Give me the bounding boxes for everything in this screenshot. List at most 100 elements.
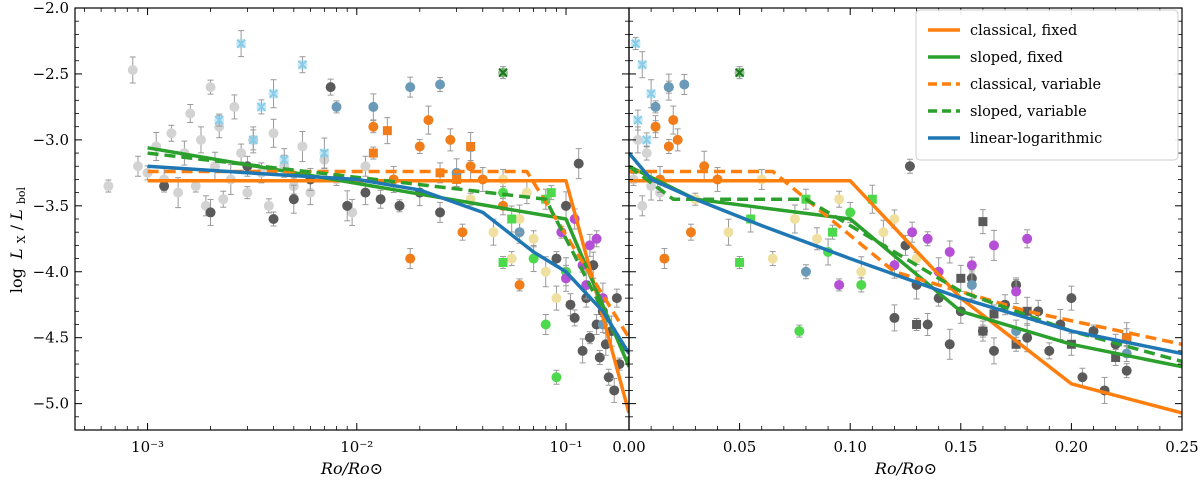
left-point-dark-gray-1 [205, 198, 216, 226]
legend-box [915, 9, 1179, 161]
left-point-orange-5-marker [445, 134, 456, 145]
right-point-khaki-8-marker [878, 227, 889, 238]
right-point-purple-5 [944, 240, 955, 264]
left-point-bright-green-3 [551, 369, 562, 385]
left-plot-area [103, 30, 629, 414]
right-point-orange-6 [685, 223, 696, 241]
right-point-orange-4-marker [668, 115, 679, 126]
left-point-blue-gray-2-marker [405, 82, 416, 93]
left-point-blue-gray-3-marker [435, 79, 446, 90]
right-point-dark-gray-squares-2 [978, 320, 988, 342]
right-point-purple-2-marker [907, 227, 918, 238]
left-point-light-gray-6 [166, 124, 177, 142]
left-point-khaki-4-marker [514, 214, 525, 224]
right-point-green-squares-4-marker [867, 194, 877, 204]
left-point-dark-gray-18 [577, 338, 588, 364]
right-point-dark-gray-18 [1066, 285, 1077, 311]
left-point-dark-gray-4 [288, 184, 299, 214]
left-point-light-gray-11 [195, 126, 206, 154]
right-point-purple-3 [922, 231, 933, 247]
right-xtick-0-15-label: 0.15 [944, 438, 977, 456]
right-point-orange-0 [650, 120, 661, 134]
left-point-light-gray-13-marker [205, 82, 216, 93]
right-point-purple-5-marker [944, 246, 955, 257]
right-line-classical-fixed [629, 179, 1182, 415]
left-point-light-gray-0 [103, 179, 114, 193]
left-point-light-gray-24 [268, 118, 279, 148]
right-point-khaki-8 [878, 219, 889, 245]
right-point-orange-5 [672, 128, 683, 152]
right-xtick-0-25-label: 0.25 [1165, 438, 1198, 456]
right-point-light-blue-3-marker [641, 135, 652, 145]
right-line-classical-variable [629, 169, 1182, 347]
left-ytick-3-0-label: −3.0 [33, 131, 69, 149]
left-point-bright-green-3-marker [551, 372, 562, 383]
left-point-light-blue-7 [319, 137, 330, 169]
right-point-dark-gray-squares-8-marker [978, 217, 988, 227]
left-point-light-gray-14 [209, 151, 220, 181]
right-point-bright-green-3-marker [856, 279, 867, 290]
left-point-khaki-1-marker [488, 227, 499, 238]
left-point-dark-gray-15-marker [565, 299, 576, 310]
left-point-dark-green-0 [498, 66, 509, 80]
right-plot-area [629, 37, 1182, 415]
right-point-purple-8 [1011, 279, 1022, 305]
right-point-purple-7-marker [988, 240, 999, 251]
y-axis-label: log L X / L bol [7, 186, 29, 293]
right-point-green-squares-1-marker [746, 214, 756, 224]
left-point-orange-5 [445, 128, 456, 152]
left-point-green-squares-3-marker [546, 188, 556, 198]
left-point-light-gray-19 [236, 143, 247, 163]
right-point-khaki-4 [789, 204, 800, 234]
left-point-light-gray-2-marker [132, 161, 143, 172]
right-axes: 0.00 0.05 0.10 0.15 0.20 0.25 [612, 7, 1199, 456]
left-point-orange-0-marker [368, 121, 379, 132]
right-point-bright-green-0 [794, 324, 805, 338]
left-point-khaki-3 [506, 251, 517, 267]
left-xtick-10-label: 10⁻³ [131, 438, 164, 456]
left-point-green-squares-0 [498, 256, 508, 270]
right-point-orange-4 [668, 105, 679, 135]
left-point-bright-green-1-marker [528, 253, 539, 264]
right-point-green-squares-0-marker [735, 258, 745, 268]
left-point-orange-10 [514, 278, 525, 292]
left-point-dark-gray-16 [569, 309, 580, 327]
x-axis-label-left: Ro/Ro⊙ [320, 459, 383, 478]
left-point-blue-gray-0 [331, 100, 342, 114]
left-point-dark-gray-3 [268, 211, 279, 227]
legend-label-linear-logarithmic: linear-logarithmic [970, 131, 1102, 147]
left-point-dark-gray-29 [611, 288, 622, 308]
right-point-light-blue-0 [630, 37, 641, 51]
right-point-dark-green-0 [734, 66, 745, 80]
left-point-light-gray-4 [151, 131, 162, 161]
left-point-dark-gray-7 [342, 190, 353, 222]
left-point-light-gray-18-marker [229, 101, 240, 112]
left-point-light-gray-19-marker [236, 148, 247, 159]
right-point-dark-gray-squares-1-marker [956, 273, 966, 283]
left-ytick-2-5-label: −2.5 [33, 65, 69, 83]
right-xtick-0-10-label: 0.10 [833, 438, 866, 456]
left-point-dark-gray-26-marker [603, 372, 614, 383]
right-point-dark-gray-1 [889, 304, 900, 332]
right-point-light-gray-4-marker [646, 181, 657, 192]
svg-text:log L X /: log L X / L bol [7, 186, 29, 293]
left-point-light-gray-2 [132, 155, 143, 177]
right-point-blue-gray-3 [800, 264, 811, 280]
right-point-purple-9-marker [1022, 233, 1033, 244]
left-point-dark-gray-17-marker [573, 158, 584, 169]
right-point-khaki-5-marker [812, 233, 823, 244]
right-point-blue-gray-1 [663, 73, 674, 101]
left-ytick-4-5-label: −4.5 [33, 329, 69, 347]
right-point-dark-gray-squares-4 [1022, 296, 1032, 326]
right-point-light-blue-2 [632, 109, 643, 131]
left-point-purple-5 [584, 233, 595, 257]
right-point-blue-gray-4-marker [966, 279, 977, 290]
right-point-khaki-3 [767, 251, 778, 267]
right-point-dark-gray-squares-3-marker [1011, 339, 1021, 349]
left-point-dark-gray-16-marker [569, 312, 580, 323]
left-point-khaki-6 [528, 230, 539, 248]
left-ytick-4-0-label: −4.0 [33, 263, 69, 281]
right-point-bright-green-3 [856, 277, 867, 293]
right-point-purple-9 [1022, 229, 1033, 249]
right-point-blue-gray-2-marker [679, 79, 690, 90]
